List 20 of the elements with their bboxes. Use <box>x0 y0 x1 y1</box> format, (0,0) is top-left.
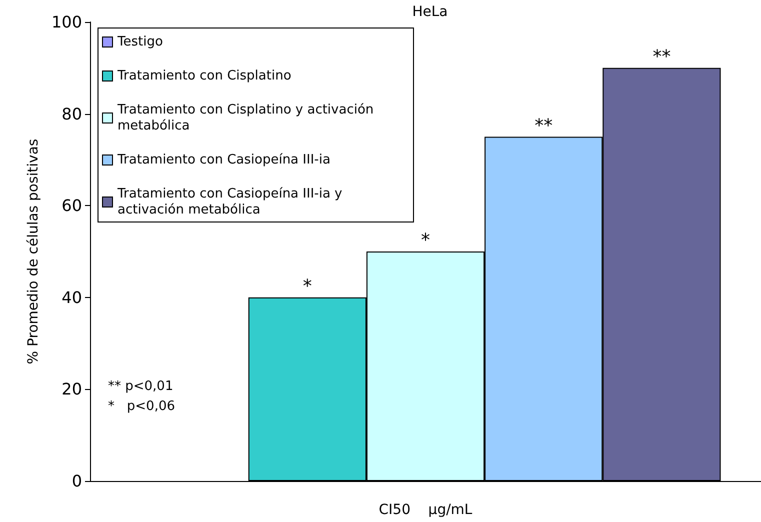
annotation: * p<0,06 <box>108 399 175 414</box>
y-tick-label: 40 <box>62 288 82 307</box>
legend-label: Tratamiento con Cisplatino y activación metabólica <box>116 102 378 134</box>
y-tick-label: 60 <box>62 196 82 216</box>
data-label: * <box>302 276 312 297</box>
data-label: * <box>421 230 430 251</box>
data-label: ** <box>534 115 553 136</box>
y-axis-title: % Promedio de células positivas <box>26 138 42 364</box>
data-label: ** <box>652 46 671 68</box>
annotation: ** p<0,01 <box>108 379 174 394</box>
y-tick-label: 100 <box>51 12 82 32</box>
legend-label: Tratamiento con Casiopeína III-ia <box>116 152 330 168</box>
y-tick-label: 80 <box>62 104 82 124</box>
legend-label: Testigo <box>116 34 163 50</box>
x-axis-title: CI50 μg/mL <box>378 502 472 518</box>
legend-label: Tratamiento con Casiopeína III-ia y activación metabólica <box>116 186 346 218</box>
y-tick-label: 20 <box>62 380 82 399</box>
y-tick-label: 0 <box>72 472 82 490</box>
chart-title: HeLa <box>412 4 448 20</box>
legend-label: Tratamiento con Cisplatino <box>116 68 292 84</box>
